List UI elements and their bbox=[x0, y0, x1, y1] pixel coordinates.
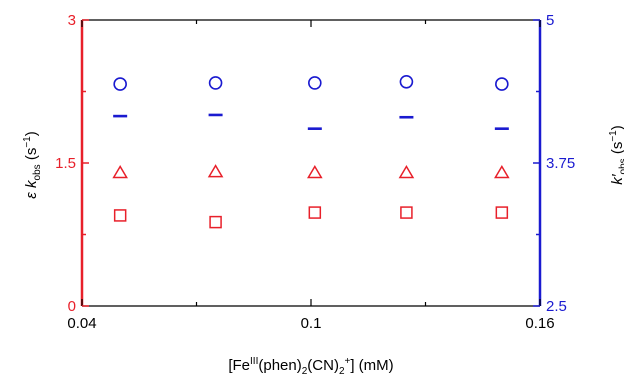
circle-point bbox=[308, 76, 322, 90]
triangle-point bbox=[207, 164, 224, 178]
x-tick-label: 0.04 bbox=[67, 315, 96, 332]
circle-point bbox=[399, 74, 414, 89]
triangle-point bbox=[112, 165, 128, 179]
data-marks bbox=[112, 74, 510, 229]
left-y-tick-label: 3 bbox=[68, 12, 76, 29]
ticks: 0.04 0.1 0.16 0 1.5 3 2.5 3.75 5 bbox=[55, 12, 575, 332]
left-y-tick-label: 1.5 bbox=[55, 155, 76, 172]
circle-point bbox=[495, 77, 509, 91]
left-y-axis-label: ε kobs (s−1) bbox=[22, 131, 43, 198]
square-point bbox=[495, 206, 509, 219]
square-point bbox=[209, 215, 222, 229]
axes bbox=[80, 19, 542, 307]
right-y-tick-label: 3.75 bbox=[546, 155, 575, 172]
circle-point bbox=[208, 76, 223, 90]
triangle-point bbox=[307, 165, 323, 179]
square-point bbox=[400, 206, 413, 219]
x-axis-label: [FeIII(phen)2(CN)2+] (mM) bbox=[228, 356, 393, 377]
x-tick-label: 0.1 bbox=[301, 315, 322, 332]
right-y-tick-label: 5 bbox=[546, 12, 554, 29]
square-point bbox=[113, 209, 127, 222]
triangle-point bbox=[398, 165, 415, 179]
right-y-tick-label: 2.5 bbox=[546, 298, 567, 315]
triangle-point bbox=[494, 165, 510, 179]
circle-point bbox=[113, 77, 127, 91]
right-y-axis-label: k′obs (s−1) bbox=[608, 125, 624, 185]
left-y-tick-label: 0 bbox=[68, 298, 76, 315]
square-point bbox=[308, 206, 322, 219]
x-tick-label: 0.16 bbox=[525, 315, 554, 332]
